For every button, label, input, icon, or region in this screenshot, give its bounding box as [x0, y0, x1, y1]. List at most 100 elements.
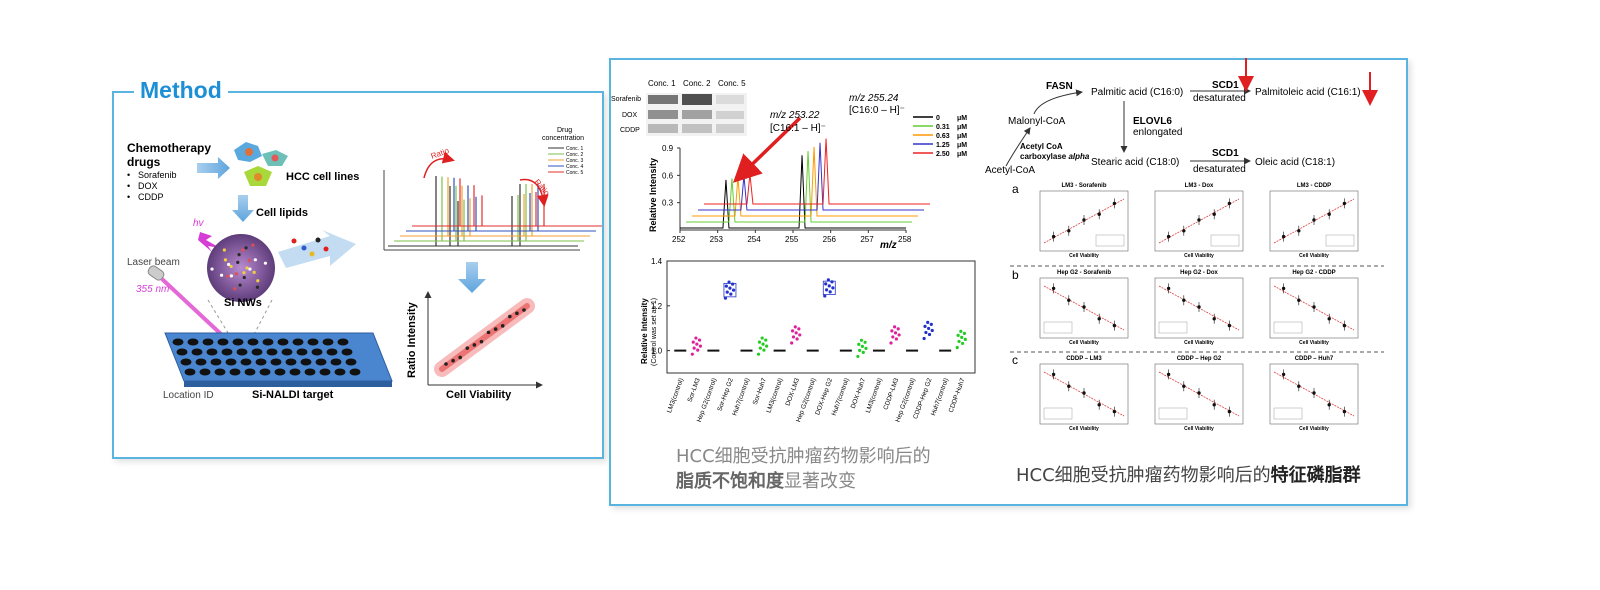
plate-well [262, 338, 274, 346]
mini-point [1281, 234, 1286, 239]
mini-point [1312, 391, 1316, 395]
data-point [725, 290, 729, 294]
mini-point [1051, 234, 1056, 239]
category-label: DOX-LM3 [785, 377, 802, 407]
viability-dot [472, 343, 477, 347]
plate-well [266, 348, 278, 356]
location-label: Location ID [163, 390, 214, 401]
data-point [864, 346, 868, 350]
laser-label: Laser beam [127, 257, 180, 268]
data-point [831, 286, 835, 290]
x-tick-label: 255 [785, 235, 799, 244]
caption-right-normal: HCC细胞受抗肿瘤药物影响后的 [1016, 465, 1271, 486]
dot-ylabel-sub: (Control was set as 1) [651, 298, 658, 366]
sphere-dot [229, 264, 233, 269]
viability-dot [515, 311, 519, 316]
mini-point [1342, 409, 1347, 414]
plate-well [236, 348, 248, 356]
data-point [760, 336, 764, 340]
data-point [859, 338, 864, 342]
plate-well [349, 368, 361, 376]
sphere-dot [226, 274, 230, 278]
sphere-dot [247, 258, 252, 262]
mini-xlabel: Cell Viability [1299, 426, 1329, 432]
method-title: Method [134, 77, 228, 104]
conc-legend-label: Conc. 1 [566, 146, 583, 152]
plate-well [180, 358, 192, 366]
mini-legend-box [1273, 407, 1303, 420]
x-tick-label: 256 [823, 235, 837, 244]
plate-well [259, 368, 271, 376]
mini-panel: Hep G2 - CDDP Cell Viability [1269, 270, 1359, 346]
hcc-cells-icon [234, 142, 288, 186]
mini-panel: CDDP – Hep G2 Cell Viability [1154, 356, 1244, 432]
legend-unit: μM [957, 151, 967, 158]
plate-well [221, 348, 233, 356]
data-point [724, 284, 728, 288]
chemo-title-2: drugs [127, 155, 161, 169]
plate-well [251, 348, 263, 356]
ratio-axis-label: Ratio Intensity [406, 301, 418, 378]
sinws-label: Si NWs [224, 297, 262, 309]
lipids-label: Cell lipids [256, 207, 308, 219]
mini-panel: LM3 - CDDP Cell Viability [1269, 183, 1359, 259]
category-label: CDDP-LM3 [882, 377, 900, 411]
ms-stack-illustration [383, 170, 602, 251]
sphere-dot [242, 271, 246, 275]
conc-legend-label: Conc. 5 [566, 170, 583, 176]
dot-plot-frame [666, 260, 976, 374]
mini-point [1297, 229, 1301, 233]
plate-well [274, 368, 286, 376]
scd1-b-label: SCD1 [1212, 148, 1239, 159]
plate-well [187, 338, 199, 346]
mini-point [1067, 298, 1071, 302]
peak2-label: m/z 255.24 [849, 93, 899, 104]
row-label-a: a [1012, 182, 1019, 196]
data-point [955, 345, 959, 350]
stearic-label: Stearic acid (C18:0) [1091, 157, 1179, 168]
mini-xlabel: Cell Viability [1069, 426, 1099, 432]
plate-well [289, 368, 301, 376]
si-nws-sphere [207, 234, 275, 302]
spectrum-series-line [680, 155, 906, 229]
plate-well [244, 368, 256, 376]
mini-point [1166, 372, 1171, 377]
data-point [856, 354, 860, 359]
mini-point [1166, 234, 1171, 239]
plate-well [270, 358, 282, 366]
viability-dot [465, 346, 470, 350]
category-label: LM3(control) [765, 377, 784, 414]
plate-well [214, 368, 226, 376]
elovl-label: ELOVL6 [1133, 116, 1172, 127]
data-point [694, 336, 698, 340]
sphere-dot [263, 261, 268, 265]
plate-well [315, 358, 327, 366]
legend-unit: μM [957, 124, 967, 131]
plate-well [304, 368, 316, 376]
plate-well [277, 338, 289, 346]
legend-unit: μM [957, 142, 967, 149]
plate-well [217, 338, 229, 346]
palmitoleic-label: Palmitoleic acid (C16:1) [1255, 87, 1361, 98]
mini-legend-box [1210, 234, 1240, 247]
mini-panel-title: LM3 - Sorafenib [1061, 183, 1106, 189]
category-label: CDDP-Huh7 [948, 377, 967, 414]
mini-point [1082, 305, 1086, 309]
wb-row-3: CDDP [620, 127, 640, 134]
data-point [930, 328, 934, 333]
y-tick-label: 0.3 [662, 199, 674, 208]
data-point [729, 292, 733, 296]
mini-panel-title: CDDP – LM3 [1066, 356, 1102, 362]
sphere-dot [255, 285, 260, 289]
box-mark [723, 282, 737, 298]
sphere-dot [237, 253, 241, 257]
sphere-dot [238, 283, 242, 287]
data-point [692, 346, 696, 350]
mini-point [1342, 201, 1347, 206]
data-point [830, 280, 834, 284]
plate-well [311, 348, 323, 356]
data-point [890, 329, 894, 333]
mini-panel-frame [1039, 190, 1129, 252]
palmitic-label: Palmitic acid (C16:0) [1091, 87, 1183, 98]
